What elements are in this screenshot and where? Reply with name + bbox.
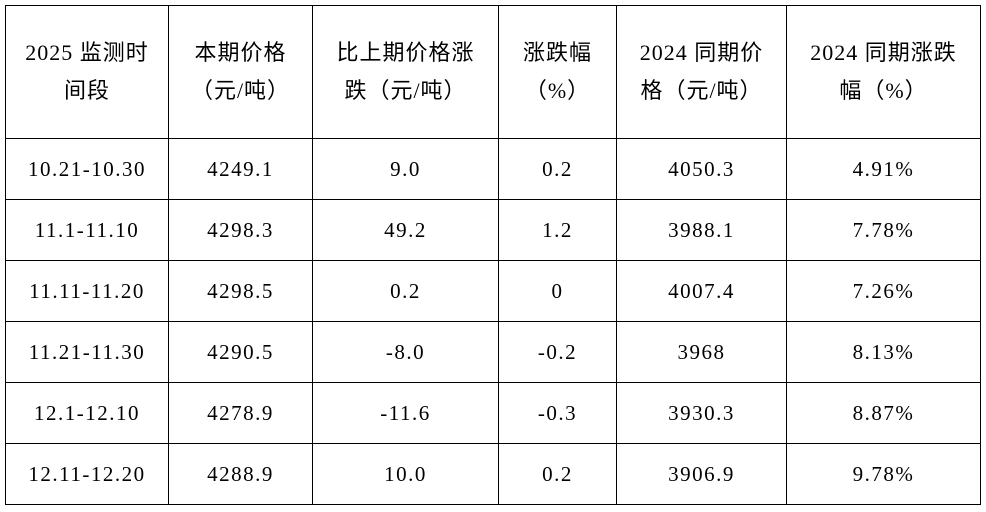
table-cell: 3968 [616,321,787,383]
table-cell: 7.78% [786,199,981,261]
table-row: 11.21-11.30 4290.5 -8.0 -0.2 3968 8.13% [5,321,981,383]
table-cell: 4290.5 [168,321,313,383]
table-row: 11.11-11.20 4298.5 0.2 0 4007.4 7.26% [5,260,981,322]
table-cell: 4298.5 [168,260,313,322]
table-row: 12.1-12.10 4278.9 -11.6 -0.3 3930.3 8.87% [5,382,981,444]
table-row: 12.11-12.20 4288.9 10.0 0.2 3906.9 9.78% [5,443,981,505]
table-cell: -11.6 [312,382,499,444]
table-cell: 0.2 [498,443,617,505]
table-cell: -0.2 [498,321,617,383]
table-cell: 9.78% [786,443,981,505]
table-cell: 8.13% [786,321,981,383]
table-cell: 3930.3 [616,382,787,444]
table-cell: 11.21-11.30 [5,321,169,383]
table-cell: 4298.3 [168,199,313,261]
price-table: 2025 监测时间段 本期价格（元/吨） 比上期价格涨跌（元/吨） 涨跌幅（%） 202… [5,5,981,505]
table-cell: -0.3 [498,382,617,444]
header-cell: 本期价格（元/吨） [168,5,313,139]
table-cell: 10.0 [312,443,499,505]
table-cell: 4050.3 [616,138,787,200]
table-cell: 49.2 [312,199,499,261]
header-cell: 2025 监测时间段 [5,5,169,139]
table-row: 10.21-10.30 4249.1 9.0 0.2 4050.3 4.91% [5,138,981,200]
table-cell: 9.0 [312,138,499,200]
table-cell: -8.0 [312,321,499,383]
header-cell: 2024 同期涨跌幅（%） [786,5,981,139]
table-cell: 4249.1 [168,138,313,200]
table-cell: 3988.1 [616,199,787,261]
table-cell: 1.2 [498,199,617,261]
table-cell: 11.1-11.10 [5,199,169,261]
table-cell: 4007.4 [616,260,787,322]
header-cell: 2024 同期价格（元/吨） [616,5,787,139]
table-cell: 3906.9 [616,443,787,505]
table-body: 10.21-10.30 4249.1 9.0 0.2 4050.3 4.91% 11.1-1… [5,138,981,505]
table-cell: 10.21-10.30 [5,138,169,200]
table-cell: 12.11-12.20 [5,443,169,505]
table-cell: 0 [498,260,617,322]
header-cell: 涨跌幅（%） [498,5,617,139]
table-cell: 4288.9 [168,443,313,505]
table-cell: 4.91% [786,138,981,200]
table-cell: 0.2 [498,138,617,200]
table-cell: 0.2 [312,260,499,322]
header-cell: 比上期价格涨跌（元/吨） [312,5,499,139]
table-row: 11.1-11.10 4298.3 49.2 1.2 3988.1 7.78% [5,199,981,261]
table-cell: 12.1-12.10 [5,382,169,444]
table-cell: 11.11-11.20 [5,260,169,322]
table-cell: 7.26% [786,260,981,322]
header-row: 2025 监测时间段 本期价格（元/吨） 比上期价格涨跌（元/吨） 涨跌幅（%） 202… [5,5,981,139]
table-cell: 4278.9 [168,382,313,444]
table-cell: 8.87% [786,382,981,444]
